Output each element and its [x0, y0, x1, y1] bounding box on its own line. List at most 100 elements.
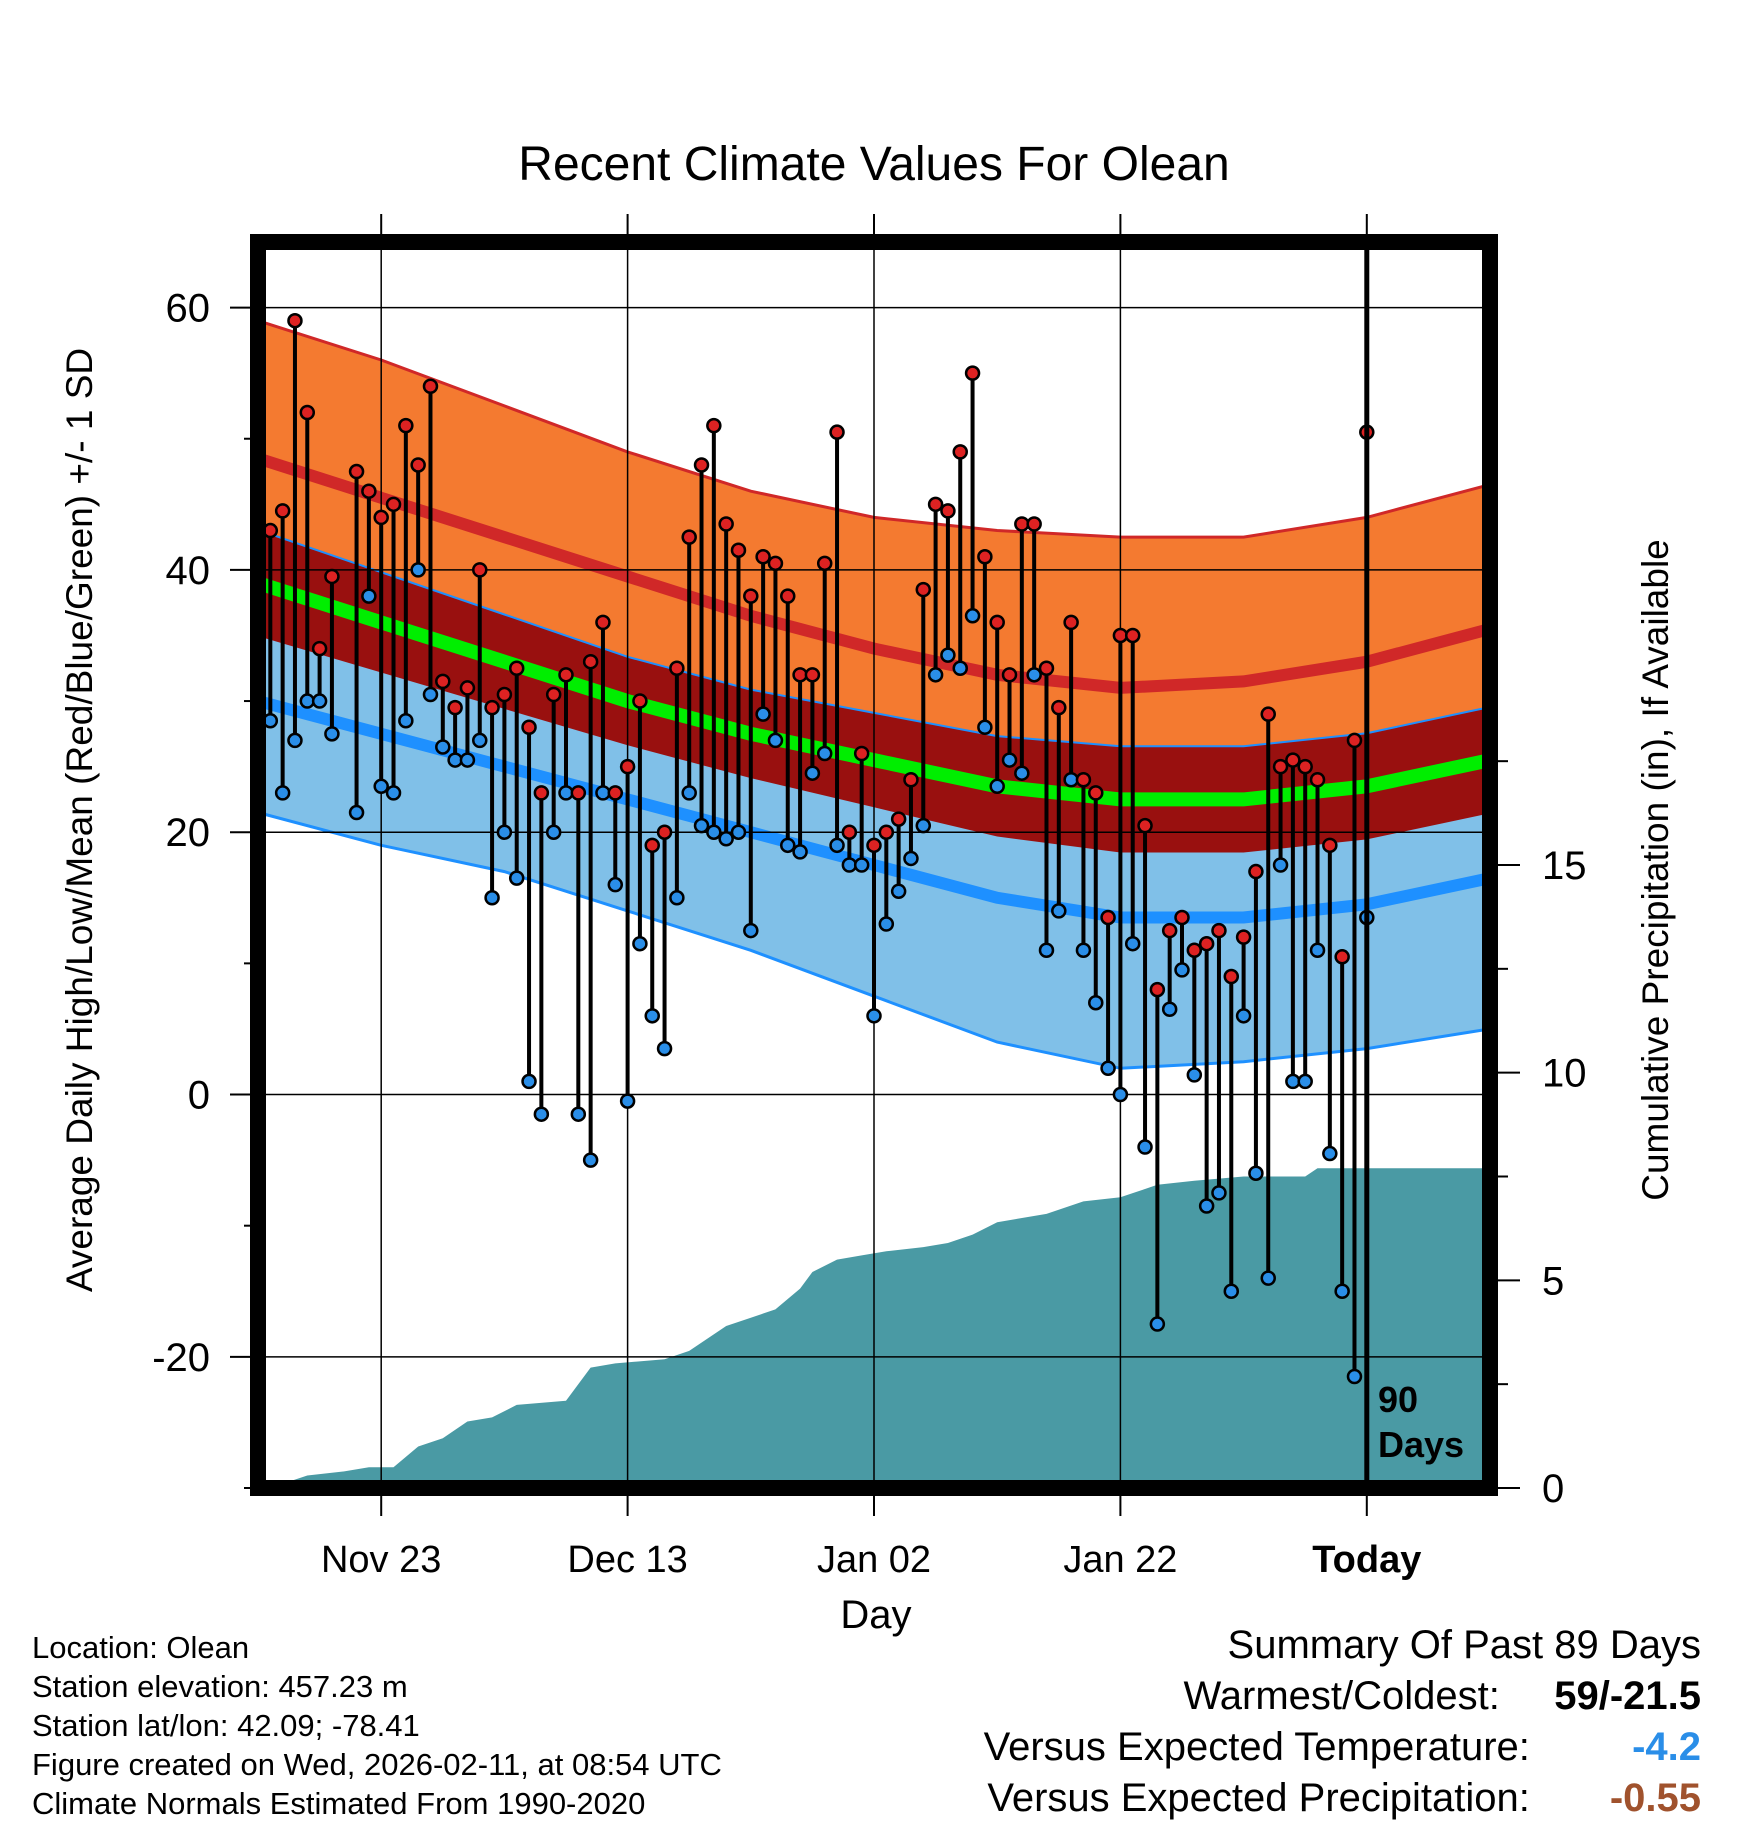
- station-info: Location: Olean Station elevation: 457.2…: [32, 1628, 722, 1823]
- low-point: [385, 785, 402, 801]
- low-point: [410, 562, 426, 578]
- high-point: [743, 588, 759, 604]
- high-point: [816, 555, 833, 572]
- low-point: [890, 883, 907, 899]
- summary-warmest-value: 59/-21.5: [1554, 1674, 1701, 1718]
- x-tick-label: Jan 22: [1063, 1539, 1177, 1581]
- high-point: [1124, 627, 1141, 644]
- low-point: [1223, 1283, 1240, 1300]
- high-point: [521, 719, 537, 736]
- low-point: [274, 785, 291, 801]
- low-point: [472, 732, 488, 749]
- y-tick-label: -20: [152, 1336, 210, 1380]
- high-point: [422, 378, 439, 395]
- high-point: [570, 785, 587, 801]
- high-point: [484, 699, 500, 716]
- high-point: [780, 588, 796, 604]
- low-point: [521, 1073, 537, 1090]
- low-point: [447, 752, 463, 768]
- high-point: [706, 417, 722, 434]
- low-point: [804, 765, 821, 781]
- y-right-tick-label: 15: [1542, 844, 1587, 888]
- low-point: [730, 824, 747, 840]
- high-point: [1285, 752, 1301, 768]
- high-point: [299, 404, 316, 421]
- low-point: [1174, 962, 1190, 978]
- high-point: [1235, 929, 1252, 945]
- high-point: [545, 686, 562, 703]
- axes: Nov 23 Dec 13 Jan 02 Jan 22 Today -20 0 20 40 60 0…: [152, 214, 1587, 1581]
- low-point: [1161, 1001, 1178, 1018]
- low-point: [878, 916, 895, 932]
- info-latlon: Station lat/lon: 42.09; -78.41: [32, 1708, 420, 1743]
- low-point: [989, 778, 1005, 795]
- low-point: [508, 870, 525, 886]
- low-point: [1334, 1283, 1350, 1300]
- high-point: [361, 483, 377, 499]
- high-point: [1272, 758, 1289, 775]
- summary-precip-label: Versus Expected Precipitation:: [987, 1776, 1530, 1820]
- low-point: [459, 752, 476, 768]
- summary-precip-value: -0.55: [1609, 1776, 1701, 1820]
- low-point: [398, 712, 414, 729]
- summary-temp-value: -4.2: [1632, 1725, 1701, 1769]
- high-point: [1161, 922, 1178, 939]
- chart-title: Recent Climate Values For Olean: [518, 138, 1229, 191]
- summary-warmest-label: Warmest/Coldest:: [1183, 1674, 1500, 1718]
- high-point: [508, 660, 525, 677]
- high-point: [1334, 949, 1350, 965]
- high-point: [804, 667, 821, 683]
- low-point: [348, 804, 365, 821]
- low-point: [903, 850, 919, 867]
- high-point: [693, 457, 710, 473]
- high-point: [669, 660, 685, 677]
- low-point: [533, 1106, 550, 1122]
- cumulative-precip-area: [282, 1168, 1491, 1488]
- low-point: [311, 693, 328, 709]
- high-point: [459, 680, 476, 696]
- x-tick-label: Jan 02: [817, 1539, 931, 1581]
- summary-warmest-row: Warmest/Coldest: 59/-21.5: [984, 1671, 1702, 1722]
- x-tick-label: Today: [1312, 1539, 1421, 1581]
- y-axis-label: Average Daily High/Low/Mean (Red/Blue/Gr…: [59, 348, 100, 1292]
- high-point: [472, 562, 488, 578]
- high-point: [927, 496, 944, 513]
- x-tick-label: Dec 13: [567, 1539, 687, 1581]
- high-point: [1137, 817, 1153, 834]
- high-point: [1309, 771, 1326, 788]
- high-point: [1346, 732, 1363, 749]
- low-point: [915, 817, 932, 834]
- high-point: [533, 785, 550, 801]
- low-point: [693, 817, 710, 834]
- high-point: [1038, 660, 1055, 677]
- low-point: [743, 922, 759, 939]
- high-point: [829, 424, 845, 440]
- precipitation-area: [282, 1168, 1491, 1488]
- high-point: [656, 824, 673, 840]
- low-point: [607, 876, 624, 893]
- high-point: [435, 673, 451, 690]
- low-point: [422, 686, 439, 703]
- summary-precip-row: Versus Expected Precipitation: -0.55: [984, 1773, 1701, 1824]
- low-point: [582, 1152, 599, 1168]
- low-point: [644, 1008, 660, 1024]
- y-axis-right-label: Cumulative Precipitation (in), If Availa…: [1635, 539, 1676, 1201]
- high-point: [1248, 863, 1264, 880]
- days-label-line2: Days: [1378, 1424, 1464, 1465]
- high-point: [1260, 706, 1276, 722]
- low-point: [1248, 1165, 1264, 1181]
- high-point: [385, 496, 402, 513]
- high-point: [866, 837, 882, 854]
- high-point: [755, 549, 771, 565]
- high-point: [398, 417, 414, 434]
- high-point: [890, 811, 907, 827]
- low-point: [767, 732, 784, 749]
- high-point: [607, 785, 624, 801]
- y-right-tick-label: 0: [1542, 1467, 1564, 1511]
- high-point: [1186, 942, 1203, 959]
- high-point: [348, 463, 365, 480]
- low-point: [1198, 1198, 1215, 1214]
- summary-panel: Summary Of Past 89 Days Warmest/Coldest:…: [984, 1620, 1701, 1824]
- low-point: [1346, 1368, 1363, 1385]
- low-point: [1211, 1185, 1227, 1201]
